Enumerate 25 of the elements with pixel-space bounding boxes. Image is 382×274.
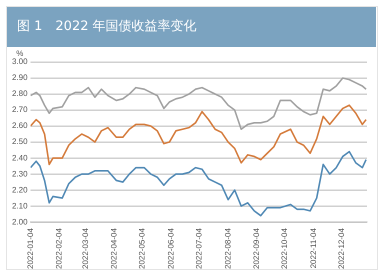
y-tick-label: 2.00 xyxy=(12,217,28,226)
x-tick-label: 2022-12-04 xyxy=(337,228,346,269)
x-tick-label: 2022-01-04 xyxy=(26,228,35,269)
y-tick-label: 2.40 xyxy=(12,153,28,162)
x-tick-label: 2022-02-04 xyxy=(54,228,64,269)
x-tick-label: 2022-03-04 xyxy=(80,228,90,269)
x-tick-label: 2022-04-04 xyxy=(110,228,119,269)
x-tick-label: 2022-11-04 xyxy=(309,228,318,268)
y-tick-label: 2.80 xyxy=(12,89,28,98)
y-tick-label: 2.60 xyxy=(12,121,28,130)
y-tick-label: 2.70 xyxy=(12,105,28,114)
y-tick-label: 2.20 xyxy=(12,185,28,194)
y-tick-label: 2.90 xyxy=(12,73,28,82)
x-tick-label: 2022-10-04 xyxy=(280,228,290,269)
chart-title: 图 1 2022 年国债收益率变化 xyxy=(7,7,376,47)
y-axis-title: % xyxy=(16,49,24,58)
x-tick-label: 2022-09-04 xyxy=(252,228,262,269)
x-tick-label: 2022-07-04 xyxy=(194,228,204,269)
y-tick-label: 2.50 xyxy=(12,137,28,146)
y-tick-label: 3.00 xyxy=(12,57,28,66)
x-tick-label: 2022-08-04 xyxy=(223,228,232,269)
y-tick-label: 2.30 xyxy=(12,169,28,178)
x-tick-label: 2022-06-04 xyxy=(166,228,176,269)
y-tick-label: 2.10 xyxy=(12,201,28,210)
x-tick-label: 2022-05-04 xyxy=(138,228,147,269)
